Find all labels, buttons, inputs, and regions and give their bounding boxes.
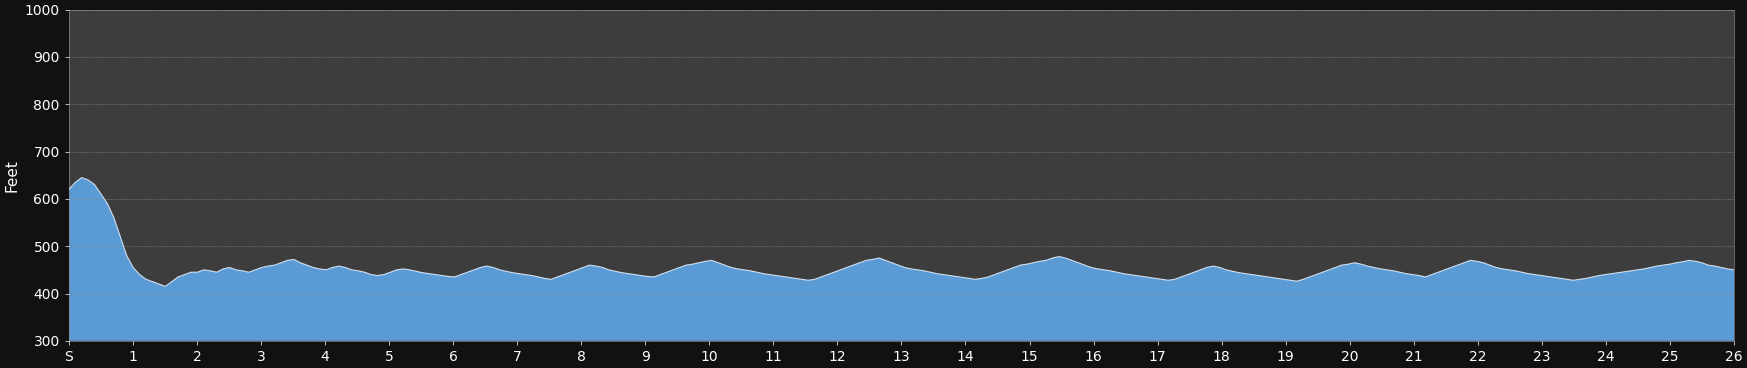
Y-axis label: Feet: Feet [3, 159, 19, 192]
Polygon shape [68, 178, 1735, 341]
